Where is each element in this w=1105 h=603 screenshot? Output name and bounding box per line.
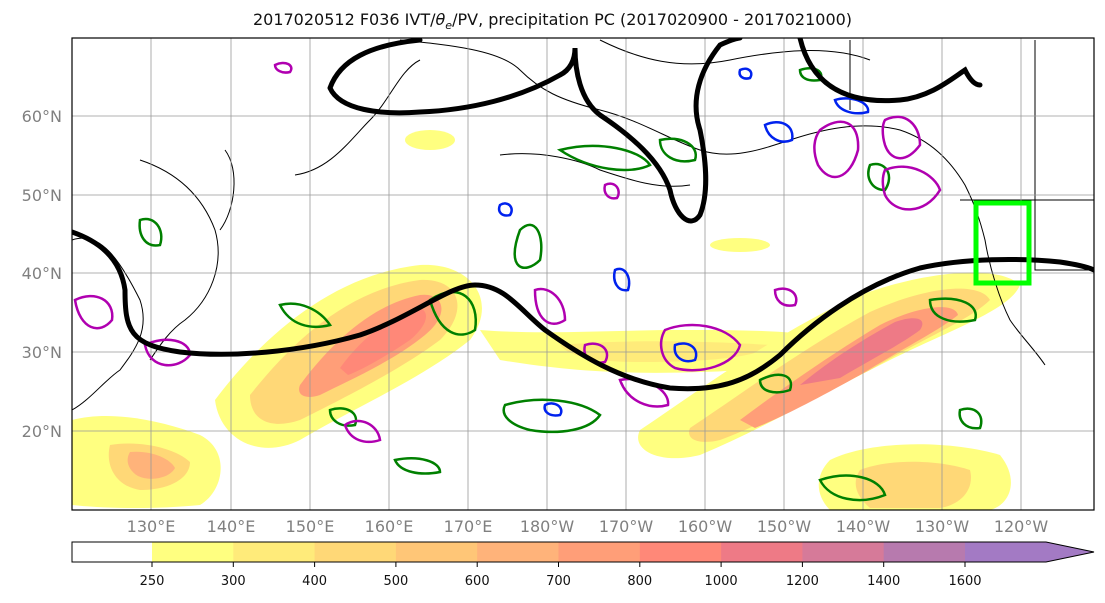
lon-label: 130°W (915, 517, 970, 536)
lon-label: 160°E (365, 517, 414, 536)
ivt-contours (72, 38, 1094, 392)
colorbar-segment (395, 542, 478, 562)
lon-label: 150°E (286, 517, 335, 536)
lon-label: 170°E (444, 517, 493, 536)
lon-label: 140°E (207, 517, 256, 536)
colorbar-segment (639, 542, 722, 562)
colorbar-tick-label: 400 (302, 574, 327, 589)
longitude-labels: 130°E 140°E 150°E 160°E 170°E 180°W 170°… (127, 517, 1049, 536)
lat-label: 50°N (22, 186, 62, 205)
lon-label: 160°W (678, 517, 733, 536)
colorbar-tick-label: 700 (546, 574, 571, 589)
lon-label: 180°W (520, 517, 575, 536)
map-area (72, 38, 1094, 510)
colorbar-segment (314, 542, 397, 562)
colorbar-segment (152, 542, 234, 562)
lon-label: 130°E (127, 517, 176, 536)
colorbar: 250 300 400 500 600 700 800 1000 1200 1400 1600 (71, 541, 1095, 589)
colorbar-tick-label: 600 (465, 574, 490, 589)
colorbar-segment (233, 542, 316, 562)
chart-title: 2017020512 F036 IVT/θe/PV, precipitation… (252, 10, 853, 33)
colorbar-tick-label: 300 (221, 574, 246, 589)
colorbar-extension (1046, 542, 1094, 562)
colorbar-outline (71, 541, 1095, 563)
lat-label: 30°N (22, 343, 62, 362)
colorbar-segment (558, 542, 641, 562)
lat-label: 60°N (22, 107, 62, 126)
lon-label: 120°W (994, 517, 1049, 536)
lon-label: 170°W (599, 517, 654, 536)
colorbar-tick-label: 1400 (867, 574, 900, 589)
colorbar-segment (802, 542, 885, 562)
lat-label: 20°N (22, 422, 62, 441)
lon-label: 150°W (757, 517, 812, 536)
pv-negative-contours (497, 67, 870, 417)
colorbar-tick-label: 1000 (705, 574, 738, 589)
colorbar-tick-label: 500 (383, 574, 408, 589)
region-box (973, 200, 1032, 286)
lon-label: 140°W (836, 517, 891, 536)
colorbar-tick-label: 800 (627, 574, 652, 589)
latitude-labels: 60°N 50°N 40°N 30°N 20°N (22, 107, 62, 441)
colorbar-segment (721, 542, 803, 562)
colorbar-tick-label: 1200 (786, 574, 819, 589)
pv-positive-contours (73, 61, 942, 444)
colorbar-segment (72, 542, 152, 562)
colorbar-tick-label: 250 (140, 574, 165, 589)
colorbar-segment (965, 542, 1046, 562)
lat-label: 40°N (22, 264, 62, 283)
colorbar-segment (883, 542, 966, 562)
map-border (71, 37, 1095, 511)
colorbar-segment (477, 542, 559, 562)
colorbar-tick-label: 1600 (948, 574, 981, 589)
